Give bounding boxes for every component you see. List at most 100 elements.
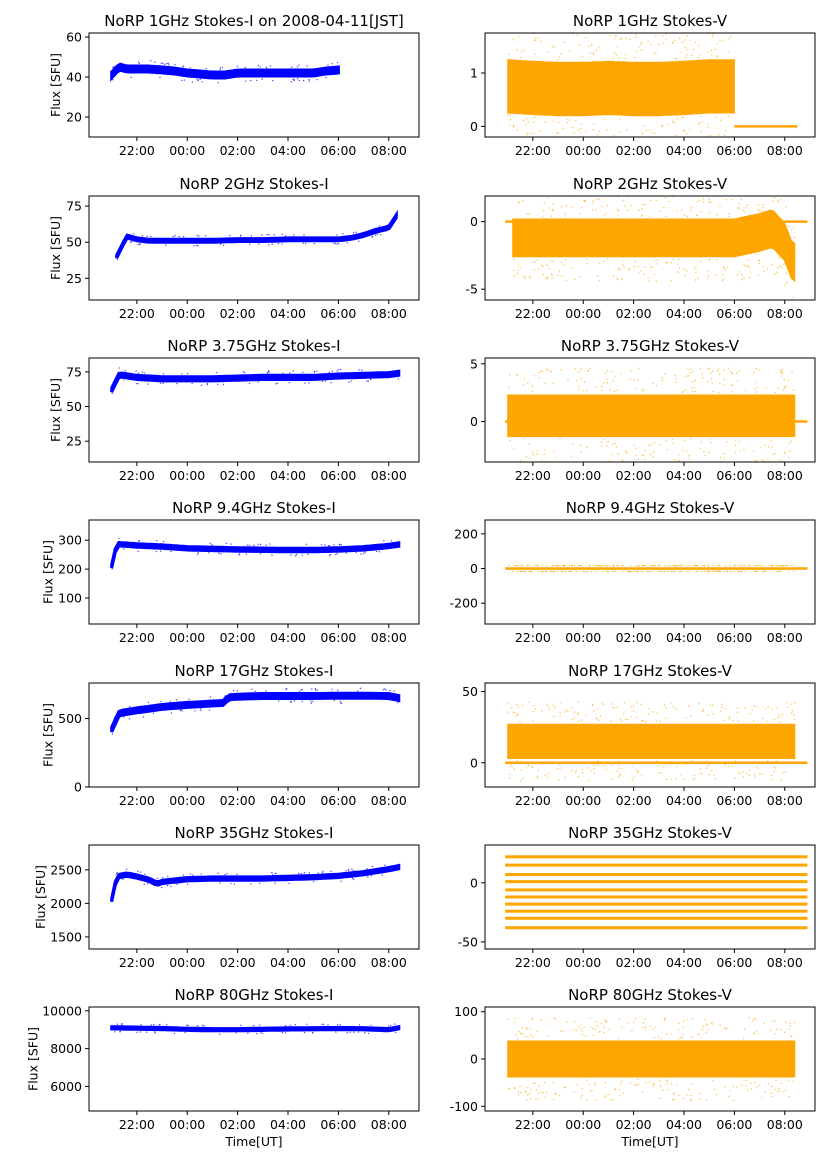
data-point xyxy=(618,764,620,766)
x-tick-label: 06:00 xyxy=(320,143,356,158)
data-point xyxy=(370,875,373,877)
data-point xyxy=(612,1099,615,1101)
data-point xyxy=(553,1099,555,1101)
data-point xyxy=(367,380,370,382)
data-point xyxy=(191,81,194,83)
data-point xyxy=(728,213,730,215)
data-point xyxy=(738,208,740,210)
data-point xyxy=(536,259,538,261)
data-point xyxy=(596,1025,598,1027)
data-point xyxy=(574,1020,576,1023)
data-point xyxy=(641,1091,643,1093)
data-point xyxy=(621,1080,623,1083)
data-point xyxy=(675,778,677,780)
data-point xyxy=(761,1096,763,1099)
x-tick-label: 22:00 xyxy=(515,793,551,808)
data-point xyxy=(531,1019,534,1021)
data-point xyxy=(517,1091,520,1093)
data-point xyxy=(627,570,629,573)
data-point xyxy=(355,551,357,554)
data-point xyxy=(647,444,650,447)
data-point xyxy=(507,702,510,704)
data-point xyxy=(649,1025,652,1028)
data-point xyxy=(543,202,545,204)
data-point xyxy=(534,260,536,263)
data-point xyxy=(175,699,178,701)
y-tick-label: 500 xyxy=(58,711,82,726)
data-point xyxy=(113,716,116,719)
data-point xyxy=(685,375,688,377)
data-point xyxy=(587,767,590,769)
y-tick-label: 50 xyxy=(66,235,82,250)
panel-title: NoRP 3.75GHz Stokes-I xyxy=(167,337,340,355)
data-point xyxy=(337,242,340,245)
data-point xyxy=(366,868,368,870)
data-point xyxy=(648,129,651,132)
data-point xyxy=(533,710,535,713)
y-tick-label: 0 xyxy=(470,1052,478,1067)
data-point xyxy=(784,452,786,454)
data-point xyxy=(546,138,547,139)
data-point xyxy=(512,126,515,128)
data-point xyxy=(628,38,631,41)
data-point xyxy=(261,234,263,236)
data-point xyxy=(358,1024,361,1026)
data-point xyxy=(224,695,226,697)
data-point xyxy=(791,370,793,373)
data-point xyxy=(606,570,608,573)
data-point xyxy=(208,709,211,711)
data-point xyxy=(731,391,733,393)
data-point xyxy=(371,235,373,237)
data-point xyxy=(677,271,680,273)
data-point xyxy=(268,244,270,246)
data-point xyxy=(515,1034,517,1036)
data-point xyxy=(618,1089,620,1091)
data-band xyxy=(507,394,796,438)
data-point xyxy=(709,438,712,440)
data-point xyxy=(765,387,767,390)
data-point xyxy=(691,54,693,57)
data-point xyxy=(671,778,673,780)
data-point xyxy=(159,1023,161,1026)
data-point xyxy=(682,1026,684,1028)
data-point xyxy=(604,1096,606,1099)
data-point xyxy=(609,389,612,391)
data-point xyxy=(701,377,704,379)
data-point xyxy=(530,570,532,573)
data-point xyxy=(143,372,146,374)
data-point xyxy=(649,453,652,455)
data-point xyxy=(551,209,554,212)
data-point xyxy=(351,877,354,880)
data-point xyxy=(540,264,543,266)
data-point xyxy=(267,370,270,372)
data-point xyxy=(527,565,529,567)
data-point xyxy=(588,45,590,48)
x-tick-label: 04:00 xyxy=(270,1117,306,1132)
data-point xyxy=(779,565,781,567)
data-point xyxy=(714,778,716,780)
data-point xyxy=(684,389,687,391)
data-point xyxy=(507,711,509,713)
data-point xyxy=(757,768,759,770)
data-point xyxy=(605,213,607,215)
data-point xyxy=(599,565,601,567)
data-point xyxy=(273,233,275,236)
data-point xyxy=(778,1090,781,1092)
data-point xyxy=(200,873,202,875)
data-point xyxy=(250,883,252,885)
x-tick-label: 08:00 xyxy=(371,630,407,645)
data-point xyxy=(308,872,311,874)
data-point xyxy=(540,1091,543,1094)
data-point xyxy=(659,570,662,572)
data-point xyxy=(603,1026,605,1028)
data-point xyxy=(788,1028,791,1030)
panel-title: NoRP 80GHz Stokes-I xyxy=(175,986,334,1004)
data-point xyxy=(716,214,718,216)
x-tick-label: 06:00 xyxy=(716,143,752,158)
data-point xyxy=(168,64,170,66)
level-band-9 xyxy=(505,926,808,930)
data-point xyxy=(592,123,595,126)
data-point xyxy=(217,82,220,84)
